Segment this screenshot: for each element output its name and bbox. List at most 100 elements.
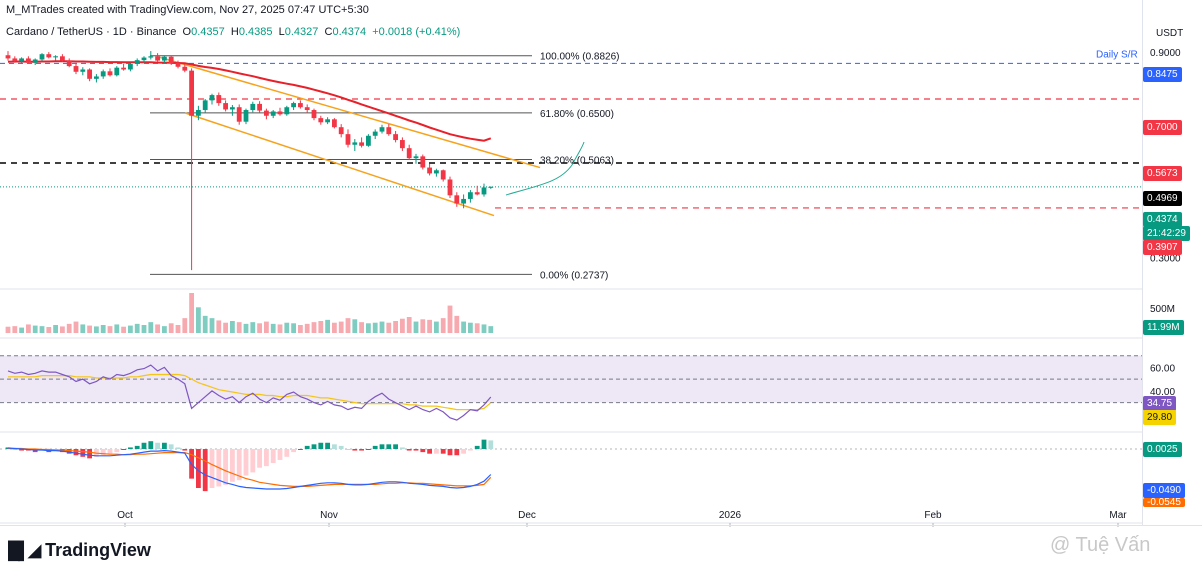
time-axis-divider xyxy=(0,525,1202,526)
volume-bar xyxy=(94,326,99,333)
macd-histogram-bar xyxy=(434,449,439,454)
level-04969-price-tag: 0.4969 xyxy=(1143,191,1182,206)
candle-body xyxy=(216,95,222,104)
time-axis-label: Mar xyxy=(1109,510,1127,521)
daily-sr-price-tag: 0.8475 xyxy=(1143,67,1182,82)
channel-upper-line xyxy=(159,56,541,169)
volume-bar xyxy=(141,325,147,333)
macd-histogram-bar xyxy=(223,449,228,485)
macd-histogram-bar xyxy=(257,449,262,468)
macd-histogram-bar xyxy=(325,442,330,449)
candle-body xyxy=(481,187,487,195)
macd-histogram-bar xyxy=(277,449,283,460)
volume-bar xyxy=(189,293,194,333)
candle-body xyxy=(155,56,160,61)
macd-histogram-bar xyxy=(264,449,269,467)
time-axis-label: Nov xyxy=(320,510,338,521)
macd-histogram-bar xyxy=(304,445,310,449)
candle-body xyxy=(366,135,371,146)
macd-histogram-bar xyxy=(468,449,473,451)
volume-bar xyxy=(277,324,283,333)
volume-bar xyxy=(66,323,72,333)
volume-bar xyxy=(60,326,65,333)
candle-body xyxy=(461,198,466,204)
volume-bar xyxy=(223,322,228,333)
macd-histogram-bar xyxy=(230,449,235,482)
candle-body xyxy=(434,170,439,174)
volume-bar xyxy=(406,317,412,333)
moving-average-line xyxy=(7,60,492,142)
volume-bar xyxy=(298,325,303,333)
volume-bar xyxy=(393,321,398,333)
open-label: O xyxy=(182,26,192,38)
macd-histogram-bar xyxy=(447,449,453,456)
macd-histogram-bar xyxy=(291,449,296,453)
channel-lower-line xyxy=(184,112,495,217)
rsi-axis-tick: 60.00 xyxy=(1150,363,1175,374)
candle-body xyxy=(196,110,201,116)
macd-histogram-bar xyxy=(128,447,133,449)
macd-histogram-bar xyxy=(243,449,249,476)
currency-label[interactable]: USDT xyxy=(1156,28,1184,39)
volume-bar xyxy=(128,325,133,333)
volume-bar xyxy=(230,321,235,333)
volume-bar xyxy=(155,324,160,333)
volume-bar xyxy=(80,324,86,333)
volume-bar xyxy=(175,325,181,333)
fib-level-label: 100.00% (0.8826) xyxy=(540,52,620,63)
volume-bar xyxy=(162,326,167,333)
volume-bar xyxy=(26,324,31,333)
volume-bar xyxy=(366,323,371,333)
candle-body xyxy=(474,192,480,195)
symbol-name[interactable]: Cardano / TetherUS · 1D · Binance xyxy=(6,26,177,38)
candle-body xyxy=(427,167,432,174)
projection-arrow xyxy=(505,141,585,196)
close-value: 0.4374 xyxy=(332,26,367,38)
macd-histogram-bar xyxy=(332,444,337,449)
ma-price-tag: 0.5673 xyxy=(1143,166,1182,181)
volume-bar xyxy=(291,323,296,333)
macd-histogram-bar xyxy=(420,449,426,453)
candle-body xyxy=(250,103,256,111)
volume-bar xyxy=(468,322,473,333)
volume-bar xyxy=(318,321,324,333)
volume-bar xyxy=(488,326,494,333)
candle-body xyxy=(168,56,174,64)
rsi-line xyxy=(7,364,492,421)
macd-histogram-bar xyxy=(209,449,215,488)
candle-body xyxy=(182,66,188,71)
candle-body xyxy=(100,71,106,77)
macd-histogram-bar xyxy=(107,449,113,454)
volume-bar xyxy=(481,324,487,333)
candle-body xyxy=(94,76,99,79)
volume-bar xyxy=(87,325,92,333)
macd-histogram-bar xyxy=(359,449,364,451)
volume-bar xyxy=(270,323,276,333)
candle-body xyxy=(107,71,113,76)
tradingview-logo[interactable]: █▌◢ TradingView xyxy=(8,540,151,561)
macd-histogram-bar xyxy=(427,449,432,454)
macd-histogram-bar xyxy=(379,444,385,449)
rsi-ma-value-tag: 29.80 xyxy=(1143,410,1177,425)
volume-bar xyxy=(352,319,358,333)
candle-body xyxy=(175,63,181,67)
macd-histogram-bar xyxy=(481,439,487,449)
candle-body xyxy=(19,58,24,62)
candle-body xyxy=(66,60,72,67)
signal-line-tag: -0.0545 xyxy=(1143,498,1185,507)
level-03907-price-tag: 0.3907 xyxy=(1143,240,1182,255)
level-0700-price-tag: 0.7000 xyxy=(1143,120,1182,135)
candle-body xyxy=(87,69,92,79)
candle-body xyxy=(277,111,283,115)
candle-body xyxy=(325,119,330,123)
volume-bar xyxy=(216,320,222,333)
volume-bar xyxy=(182,318,188,333)
macd-histogram-bar xyxy=(148,441,154,449)
candle-body xyxy=(413,156,419,159)
macd-histogram-bar xyxy=(236,449,242,481)
macd-histogram-bar xyxy=(196,449,201,488)
macd-histogram-bar xyxy=(202,449,208,492)
candle-body xyxy=(304,107,310,111)
high-label: H xyxy=(230,26,239,38)
